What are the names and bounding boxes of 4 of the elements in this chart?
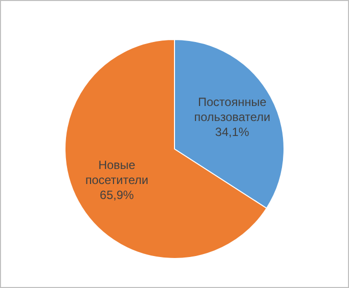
data-label: 65,9% [100, 188, 134, 202]
data-label: 34,1% [215, 124, 250, 139]
slice-label: Новые посетители [85, 158, 148, 187]
slice-label: Постоянные пользователи [194, 94, 270, 124]
